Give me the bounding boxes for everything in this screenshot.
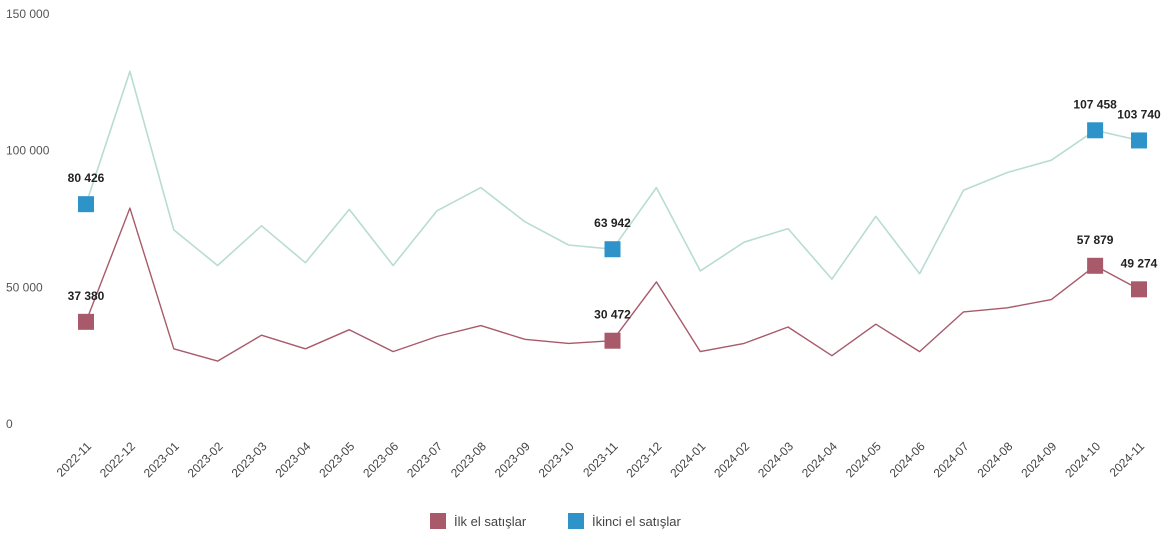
y-tick-label: 0 xyxy=(6,417,13,431)
data-label: 103 740 xyxy=(1117,107,1161,121)
legend: İlk el satışlar İkinci el satışlar xyxy=(430,513,682,529)
x-tick-label: 2024-02 xyxy=(711,439,752,480)
data-point-marker[interactable] xyxy=(1131,281,1147,298)
x-tick-label: 2023-05 xyxy=(316,439,357,480)
data-point-marker[interactable] xyxy=(604,332,621,349)
legend-swatch xyxy=(568,513,584,529)
x-tick-label: 2023-01 xyxy=(141,439,182,480)
x-tick-label: 2024-03 xyxy=(755,439,796,480)
legend-label[interactable]: İlk el satışlar xyxy=(454,514,527,529)
data-labels: 37 380 30 472 57 879 49 274 80 426 63 942 107 … xyxy=(68,97,1161,321)
x-tick-label: 2024-05 xyxy=(843,439,884,480)
x-tick-label: 2024-08 xyxy=(974,439,1015,480)
data-label: 80 426 xyxy=(68,171,105,185)
y-tick-label: 150 000 xyxy=(6,7,50,21)
data-label: 57 879 xyxy=(1077,233,1114,247)
x-tick-label: 2023-07 xyxy=(404,439,445,480)
legend-label[interactable]: İkinci el satışlar xyxy=(592,514,682,529)
x-tick-label: 2024-04 xyxy=(799,439,840,480)
x-tick-label: 2024-01 xyxy=(667,439,708,480)
data-label: 107 458 xyxy=(1073,97,1117,111)
series-markers xyxy=(78,122,1147,349)
x-tick-label: 2023-06 xyxy=(360,439,401,480)
data-point-marker[interactable] xyxy=(1087,122,1104,139)
data-point-marker[interactable] xyxy=(604,241,621,258)
data-label: 49 274 xyxy=(1121,256,1158,270)
data-point-marker[interactable] xyxy=(1087,257,1104,274)
data-point-marker[interactable] xyxy=(78,196,94,213)
x-tick-label: 2023-02 xyxy=(185,439,226,480)
x-tick-label: 2022-11 xyxy=(54,439,95,480)
x-tick-label: 2024-06 xyxy=(887,439,928,480)
x-tick-label: 2023-11 xyxy=(580,439,621,480)
data-label: 30 472 xyxy=(594,308,631,322)
y-tick-label: 50 000 xyxy=(6,280,43,294)
data-label: 37 380 xyxy=(68,289,105,303)
x-tick-label: 2023-03 xyxy=(229,439,270,480)
data-point-marker[interactable] xyxy=(78,313,94,330)
x-tick-label: 2024-07 xyxy=(931,439,972,480)
y-axis: 0 50 000 100 000 150 000 xyxy=(6,7,50,431)
x-tick-label: 2024-10 xyxy=(1062,439,1103,480)
x-tick-label: 2023-09 xyxy=(492,439,533,480)
x-tick-label: 2024-09 xyxy=(1018,439,1059,480)
x-tick-label: 2023-04 xyxy=(272,439,313,480)
data-label: 63 942 xyxy=(594,216,631,230)
x-tick-label: 2023-08 xyxy=(448,439,489,480)
legend-swatch xyxy=(430,513,446,529)
y-tick-label: 100 000 xyxy=(6,144,50,158)
x-tick-label: 2022-12 xyxy=(97,439,138,480)
x-tick-label: 2023-12 xyxy=(623,439,664,480)
x-tick-label: 2024-11 xyxy=(1107,439,1148,480)
x-axis: 2022-11 2022-12 2023-01 2023-02 2023-03 2023-… xyxy=(54,439,1148,480)
data-point-marker[interactable] xyxy=(1131,132,1147,149)
x-tick-label: 2023-10 xyxy=(536,439,577,480)
